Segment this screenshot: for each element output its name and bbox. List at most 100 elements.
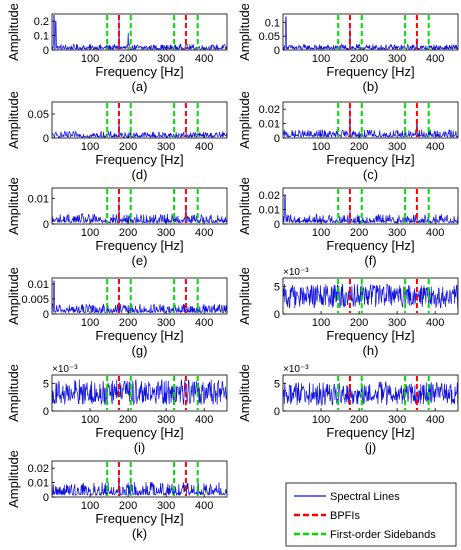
chart-panel-a: 100 200 300 400 0 0.1 0.2 Frequency [Hz](a) Ampl…: [6, 3, 228, 94]
y-tick-label: 5: [43, 378, 49, 390]
chart-panel-b: 100 200 300 400 0 0.05 0.1 Frequency [Hz](b) Amp…: [237, 3, 459, 94]
x-tick-label: 100: [81, 500, 99, 512]
plot-frame: [51, 187, 228, 225]
spectral-line: [283, 380, 458, 407]
chart-panel-j: 100 200 300 400 0 5×10⁻³ Frequency [Hz](j) Ampl…: [237, 364, 459, 455]
plot-frame: [282, 374, 459, 412]
y-axis-label: Amplitude: [6, 267, 21, 325]
plot-frame: [51, 374, 228, 412]
x-tick-label: 200: [350, 317, 368, 329]
x-tick-label: 100: [81, 414, 99, 426]
y-tick-label: 0.005: [21, 294, 49, 306]
y-exponent-label: ×10⁻³: [52, 364, 78, 375]
panel-label: (a): [132, 79, 148, 94]
x-tick-label: 300: [157, 317, 175, 329]
plot-frame: [51, 13, 228, 51]
y-tick-label: 0: [43, 45, 49, 57]
y-tick-label: 0.1: [34, 31, 49, 43]
x-tick-label: 200: [119, 141, 137, 153]
y-tick-label: 0: [274, 406, 280, 418]
y-tick-label: 0.01: [259, 119, 280, 131]
x-tick-label: 400: [195, 317, 213, 329]
x-tick-label: 200: [119, 53, 137, 65]
plot-frame: [282, 13, 459, 51]
legend-label: BPFIs: [330, 510, 360, 522]
x-tick-label: 200: [350, 227, 368, 239]
panel-label: (d): [132, 167, 148, 182]
y-axis-label: Amplitude: [6, 177, 21, 235]
x-axis-label: Frequency [Hz]: [95, 64, 183, 79]
spectral-line: [283, 283, 458, 309]
y-tick-label: 0.01: [28, 193, 49, 205]
x-tick-label: 400: [195, 500, 213, 512]
chart-panel-f: 100 200 300 400 0 0.01 0.02 Frequency [Hz](f) Am…: [237, 177, 459, 268]
y-axis-label: Amplitude: [6, 3, 21, 61]
x-tick-label: 300: [388, 317, 406, 329]
y-tick-label: 0.01: [28, 478, 49, 490]
chart-panel-e: 100 200 300 400 0 0.01 Frequency [Hz](e) Amplit…: [6, 177, 228, 268]
x-tick-label: 100: [312, 227, 330, 239]
y-tick-label: 0.02: [28, 463, 49, 475]
spectral-line: [52, 118, 227, 138]
y-tick-label: 5: [274, 281, 280, 293]
x-tick-label: 200: [119, 317, 137, 329]
x-tick-label: 300: [388, 227, 406, 239]
spectral-line: [52, 15, 227, 50]
spectral-line: [52, 280, 227, 314]
x-tick-label: 300: [157, 414, 175, 426]
y-tick-label: 0: [274, 219, 280, 231]
x-axis-label: Frequency [Hz]: [95, 511, 183, 526]
x-tick-label: 200: [119, 227, 137, 239]
y-tick-label: 0: [43, 219, 49, 231]
y-tick-label: 0: [43, 492, 49, 504]
x-tick-label: 100: [312, 414, 330, 426]
plot-frame: [51, 460, 228, 498]
y-tick-label: 0: [43, 309, 49, 321]
x-tick-label: 400: [426, 414, 444, 426]
x-tick-label: 300: [157, 500, 175, 512]
x-tick-label: 400: [426, 317, 444, 329]
x-tick-label: 300: [157, 227, 175, 239]
y-tick-label: 0.01: [259, 205, 280, 217]
x-tick-label: 200: [350, 414, 368, 426]
y-tick-label: 5: [274, 378, 280, 390]
x-axis-label: Frequency [Hz]: [326, 328, 414, 343]
y-axis-label: Amplitude: [237, 3, 252, 61]
x-tick-label: 100: [312, 141, 330, 153]
x-axis-label: Frequency [Hz]: [95, 425, 183, 440]
plot-frame: [51, 101, 228, 139]
x-tick-label: 100: [81, 141, 99, 153]
spectral-line: [52, 379, 227, 405]
y-tick-label: 0: [274, 45, 280, 57]
chart-panel-c: 100 200 300 400 0 0.01 0.02 Frequency [Hz](c) Am…: [237, 91, 459, 182]
y-axis-label: Amplitude: [237, 364, 252, 422]
spectral-line: [283, 16, 458, 50]
y-axis-label: Amplitude: [237, 177, 252, 235]
y-exponent-label: ×10⁻³: [283, 267, 309, 278]
x-axis-label: Frequency [Hz]: [95, 152, 183, 167]
chart-panel-d: 100 200 300 400 0 0.05 Frequency [Hz](d) Amplit…: [6, 91, 228, 182]
chart-panel-h: 100 200 300 400 0 5×10⁻³ Frequency [Hz](h) Ampl…: [237, 267, 459, 358]
x-axis-label: Frequency [Hz]: [95, 238, 183, 253]
x-axis-label: Frequency [Hz]: [326, 64, 414, 79]
y-axis-label: Amplitude: [6, 450, 21, 508]
x-tick-label: 400: [426, 53, 444, 65]
y-axis-label: Amplitude: [6, 364, 21, 422]
legend: Spectral Lines BPFIs First-order Sidebands: [285, 482, 457, 547]
x-tick-label: 300: [388, 53, 406, 65]
y-tick-label: 0: [274, 133, 280, 145]
y-tick-label: 0.01: [28, 279, 49, 291]
x-tick-label: 100: [81, 317, 99, 329]
x-tick-label: 300: [388, 141, 406, 153]
x-tick-label: 400: [426, 227, 444, 239]
x-tick-label: 200: [350, 53, 368, 65]
panel-label: (k): [132, 526, 147, 541]
x-tick-label: 100: [312, 53, 330, 65]
x-axis-label: Frequency [Hz]: [326, 152, 414, 167]
x-tick-label: 200: [119, 414, 137, 426]
y-axis-label: Amplitude: [6, 91, 21, 149]
chart-panel-i: 100 200 300 400 0 5×10⁻³ Frequency [Hz](i) Ampl…: [6, 364, 228, 455]
x-tick-label: 300: [388, 414, 406, 426]
y-tick-label: 0.2: [34, 16, 49, 28]
